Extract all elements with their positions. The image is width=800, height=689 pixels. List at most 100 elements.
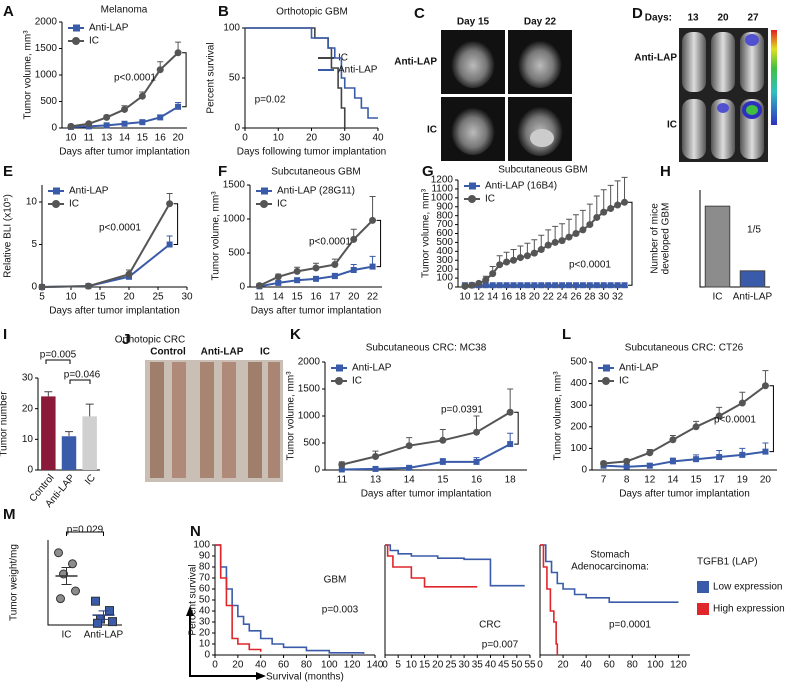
bli-signal <box>745 34 759 46</box>
p-bracket <box>628 201 633 286</box>
panel-letter: F <box>218 163 227 180</box>
error-bar <box>369 196 376 221</box>
x-tick-label: 10 <box>65 292 77 303</box>
y-tick-label: 0 <box>581 465 587 476</box>
dot <box>91 596 100 606</box>
marker <box>84 282 92 290</box>
marker <box>537 246 545 254</box>
marker <box>489 270 497 278</box>
y-axis-label: Number of mice <box>650 203 661 274</box>
y-tick-label: 200 <box>436 264 453 275</box>
marker <box>85 120 93 128</box>
legend-label: Anti-LAP <box>352 363 392 374</box>
marker <box>572 282 579 289</box>
marker <box>558 237 566 245</box>
chart-title: Orthotopic GBM <box>276 7 348 18</box>
annotation: p=0.0001 <box>609 620 651 631</box>
x-tick-label: 10 <box>406 660 418 671</box>
y-tick-label: 60 <box>199 584 211 595</box>
legend-label: Anti-LAP <box>89 23 129 34</box>
marker <box>274 273 282 281</box>
marker <box>489 282 496 289</box>
p-bracket <box>173 203 179 245</box>
y-axis-label: Tumor weight/mg <box>9 544 20 621</box>
marker <box>715 412 723 420</box>
y-tick-label: 90 <box>199 551 211 562</box>
panel-letter: M <box>3 506 16 523</box>
y-axis-label: Percent survival <box>188 564 199 635</box>
marker <box>600 460 608 468</box>
marker <box>646 449 654 457</box>
y-tick-label: 20 <box>22 403 34 414</box>
marker <box>313 275 319 282</box>
dot <box>108 617 117 627</box>
x-tick-label: 16 <box>310 292 322 303</box>
marker <box>551 238 559 246</box>
y-tick-label: 0 <box>234 123 240 134</box>
annotation: Stomach <box>590 550 629 561</box>
x-tick-label: 0 <box>212 660 218 671</box>
chart-title: Melanoma <box>101 5 148 16</box>
legend-marker <box>335 377 343 385</box>
legend-marker <box>73 24 80 32</box>
x-tick-label: 11 <box>84 133 95 144</box>
panel-c: C Day 15 Day 22 Anti-LAP IC <box>394 5 572 161</box>
column-label: Day 22 <box>524 17 557 28</box>
bar <box>704 205 731 288</box>
legend-label: IC <box>619 376 629 387</box>
marker <box>593 282 600 289</box>
p-bracket <box>66 531 104 536</box>
y-tick-label: 0 <box>239 282 245 293</box>
marker <box>621 198 629 206</box>
bar <box>41 396 56 470</box>
y-tick-label: 0 <box>204 650 210 661</box>
y-tick-label: 0 <box>31 282 37 293</box>
marker <box>496 282 503 289</box>
legend-swatch <box>697 581 709 593</box>
mri-tumor <box>530 129 554 147</box>
x-tick-label: 16 <box>471 475 483 486</box>
axis <box>457 180 628 288</box>
survival-curve <box>540 544 559 655</box>
marker <box>593 213 601 221</box>
y-tick-label: 50 <box>199 595 211 606</box>
marker <box>716 454 723 461</box>
marker <box>621 282 628 289</box>
row-label: Anti-LAP <box>394 57 437 68</box>
legend-label: IC <box>352 376 362 387</box>
x-tick-label: 30 <box>181 292 193 303</box>
marker <box>586 221 594 229</box>
marker <box>312 264 320 272</box>
legend-marker <box>336 364 343 372</box>
y-tick-label: 1000 <box>223 214 246 225</box>
x-tick-label: 55 <box>524 660 536 671</box>
marker <box>405 442 413 450</box>
marker <box>439 436 447 444</box>
survival-curve <box>215 544 262 652</box>
column-label: Day 15 <box>457 17 490 28</box>
y-tick-label: 0 <box>314 465 320 476</box>
annotation: GBM <box>324 575 347 586</box>
annotation: p=0.046 <box>64 370 101 381</box>
p-bracket <box>769 385 774 453</box>
error-bar <box>607 184 614 209</box>
x-tick-label: 15 <box>292 292 304 303</box>
marker <box>586 282 593 289</box>
bli-signal <box>746 105 758 115</box>
x-tick-label: 60 <box>278 660 290 671</box>
y-tick-label: 0 <box>51 123 57 134</box>
marker <box>294 277 301 284</box>
row-label: IC <box>427 125 437 136</box>
y-axis-label: Tumor volume, mm³ <box>553 371 564 461</box>
x-tick-label: 25 <box>152 292 164 303</box>
y-tick-label: 1000 <box>35 70 58 81</box>
series-line <box>603 450 766 468</box>
marker <box>255 282 263 290</box>
y-tick-label: 80 <box>199 562 211 573</box>
marker <box>524 282 531 289</box>
p-bracket <box>45 359 91 384</box>
x-tick-label: 11 <box>337 475 348 486</box>
marker <box>67 122 75 130</box>
marker <box>669 458 676 465</box>
marker <box>461 282 469 290</box>
